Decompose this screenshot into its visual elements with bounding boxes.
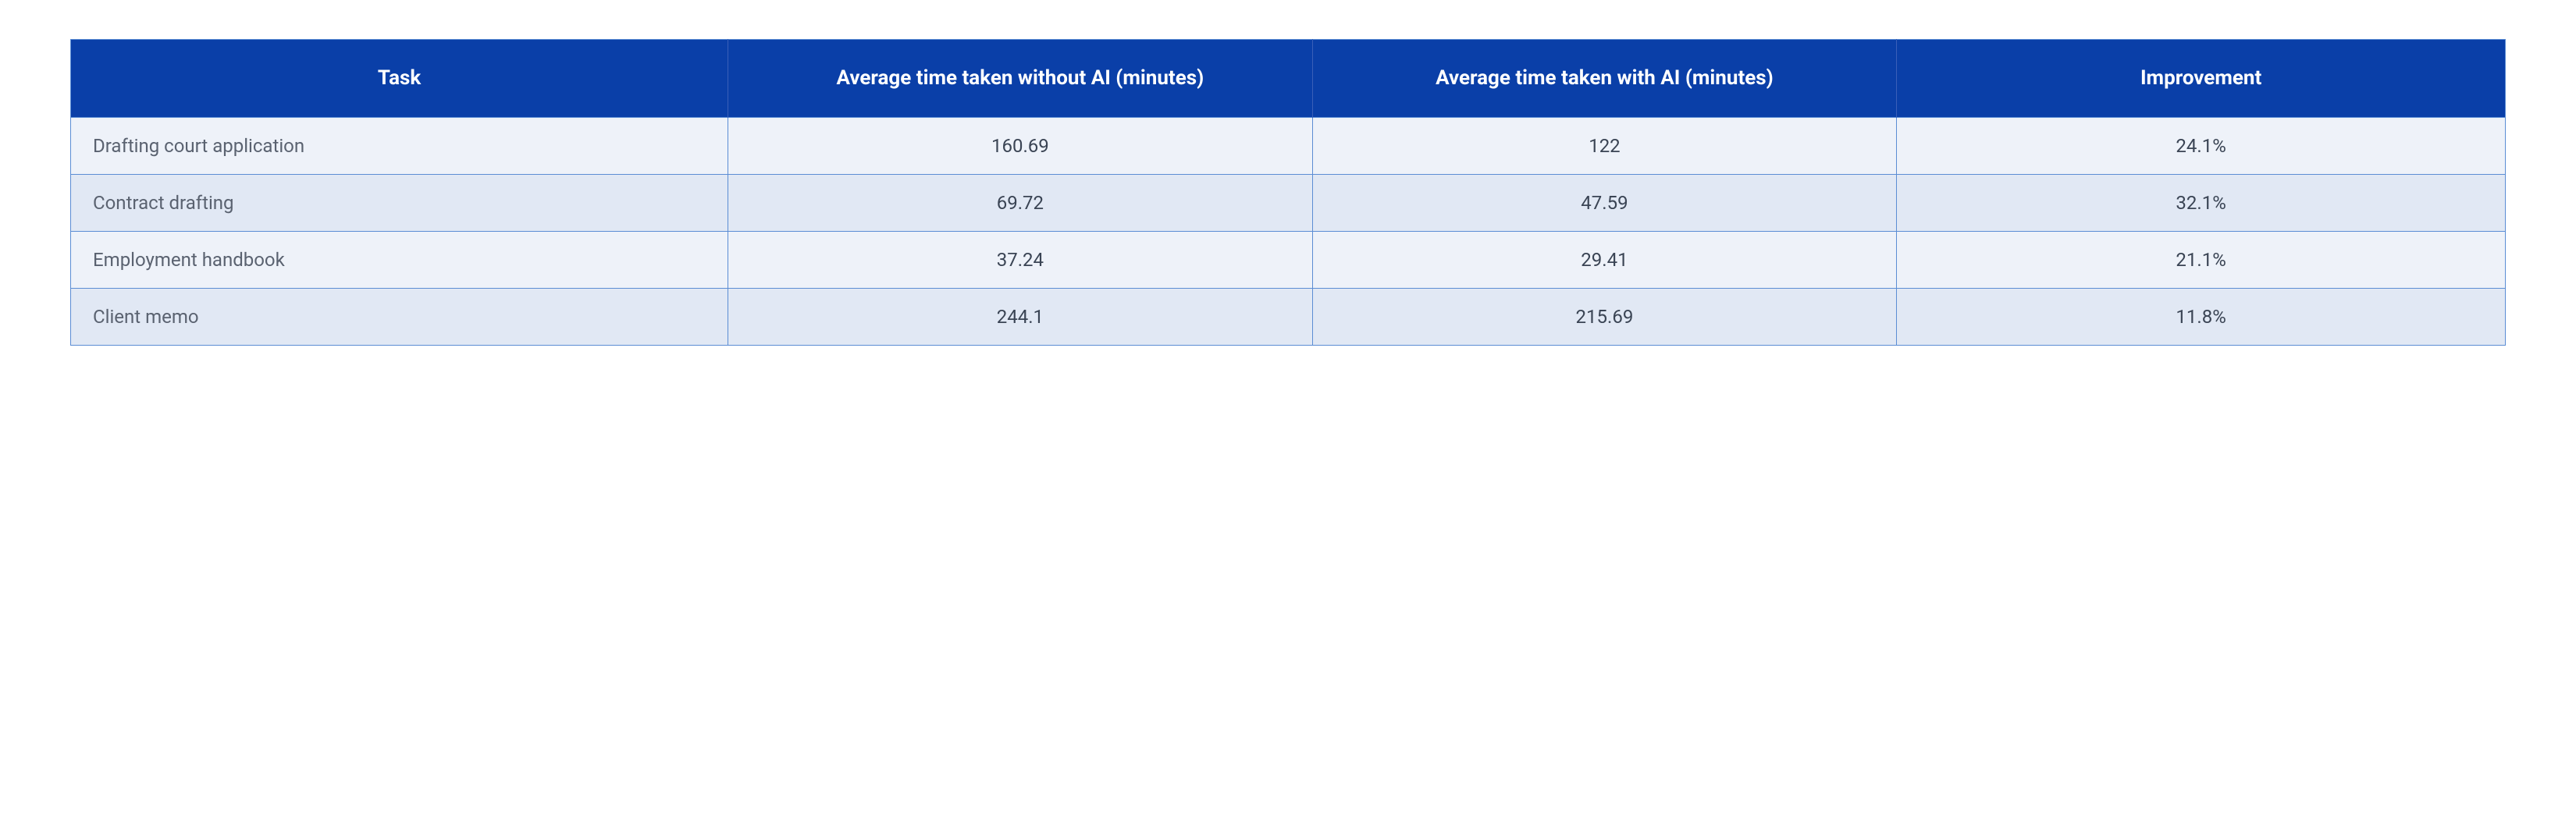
cell-without-ai: 160.69: [728, 118, 1313, 175]
cell-improvement: 32.1%: [1897, 175, 2506, 232]
comparison-table: Task Average time taken without AI (minu…: [70, 39, 2506, 346]
column-header-improvement: Improvement: [1897, 40, 2506, 118]
cell-with-ai: 47.59: [1312, 175, 1897, 232]
ai-task-comparison-table: Task Average time taken without AI (minu…: [70, 39, 2506, 346]
cell-with-ai: 29.41: [1312, 232, 1897, 289]
table-row: Employment handbook 37.24 29.41 21.1%: [71, 232, 2506, 289]
cell-improvement: 24.1%: [1897, 118, 2506, 175]
cell-without-ai: 244.1: [728, 289, 1313, 346]
cell-task: Client memo: [71, 289, 728, 346]
cell-task: Employment handbook: [71, 232, 728, 289]
cell-improvement: 11.8%: [1897, 289, 2506, 346]
table-row: Contract drafting 69.72 47.59 32.1%: [71, 175, 2506, 232]
column-header-without-ai: Average time taken without AI (minutes): [728, 40, 1313, 118]
table-row: Drafting court application 160.69 122 24…: [71, 118, 2506, 175]
cell-without-ai: 69.72: [728, 175, 1313, 232]
cell-improvement: 21.1%: [1897, 232, 2506, 289]
table-row: Client memo 244.1 215.69 11.8%: [71, 289, 2506, 346]
cell-with-ai: 122: [1312, 118, 1897, 175]
cell-task: Drafting court application: [71, 118, 728, 175]
column-header-with-ai: Average time taken with AI (minutes): [1312, 40, 1897, 118]
cell-task: Contract drafting: [71, 175, 728, 232]
cell-with-ai: 215.69: [1312, 289, 1897, 346]
column-header-task: Task: [71, 40, 728, 118]
cell-without-ai: 37.24: [728, 232, 1313, 289]
table-header-row: Task Average time taken without AI (minu…: [71, 40, 2506, 118]
